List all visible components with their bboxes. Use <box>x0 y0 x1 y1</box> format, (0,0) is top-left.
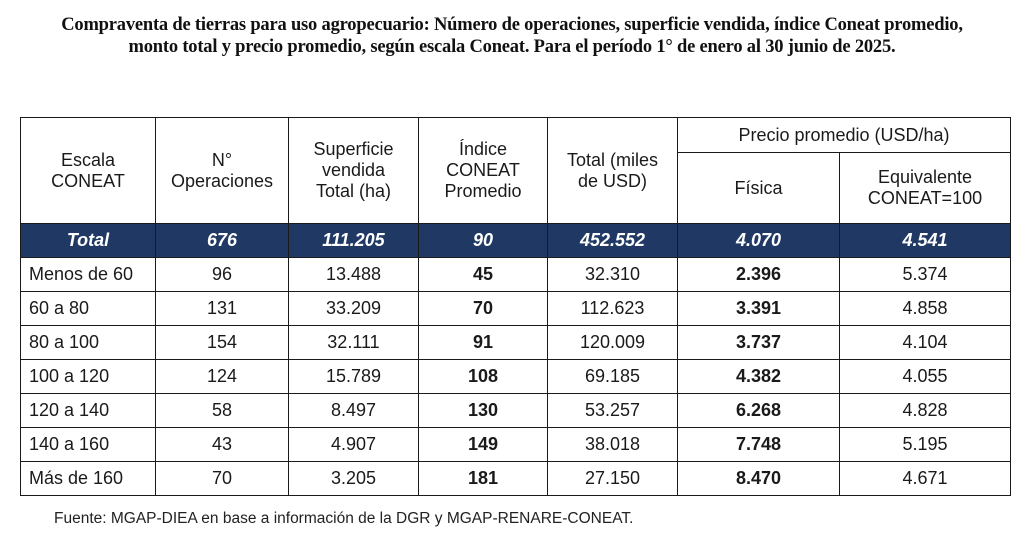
header-indice: Índice CONEAT Promedio <box>418 117 548 224</box>
row-label: 120 a 140 <box>20 393 156 428</box>
header-escala-coneat: Escala CONEAT <box>20 117 156 224</box>
header-line: Total (ha) <box>315 181 392 201</box>
row-label: 100 a 120 <box>20 359 156 394</box>
cell-total-usd: 112.623 <box>547 291 678 326</box>
cell-fisica: 3.737 <box>677 325 840 360</box>
row-label: Menos de 60 <box>20 257 156 292</box>
cell-total-usd: 69.185 <box>547 359 678 394</box>
cell-indice: 91 <box>418 325 548 360</box>
cell-superficie: 8.497 <box>288 393 419 428</box>
cell-fisica: 6.268 <box>677 393 840 428</box>
cell-equivalente: 4.858 <box>839 291 1011 326</box>
cell-indice: 181 <box>418 461 548 496</box>
header-operaciones: N° Operaciones <box>155 117 289 224</box>
cell-total-usd: 27.150 <box>547 461 678 496</box>
total-indice: 90 <box>418 223 548 258</box>
table-row: 60 a 80 131 33.209 70 112.623 3.391 4.858 <box>20 291 1011 326</box>
cell-operaciones: 96 <box>155 257 289 292</box>
table-row: 80 a 100 154 32.111 91 120.009 3.737 4.104 <box>20 325 1011 360</box>
header-line: Promedio <box>444 181 522 201</box>
cell-operaciones: 43 <box>155 427 289 462</box>
cell-indice: 108 <box>418 359 548 394</box>
header-line: Total (miles <box>566 149 659 170</box>
cell-operaciones: 124 <box>155 359 289 394</box>
cell-operaciones: 131 <box>155 291 289 326</box>
cell-equivalente: 5.374 <box>839 257 1011 292</box>
header-total-usd: Total (miles de USD) <box>547 117 678 224</box>
table-row: 140 a 160 43 4.907 149 38.018 7.748 5.195 <box>20 427 1011 462</box>
cell-fisica: 3.391 <box>677 291 840 326</box>
table-row: Menos de 60 96 13.488 45 32.310 2.396 5.374 <box>20 257 1011 292</box>
cell-fisica: 8.470 <box>677 461 840 496</box>
row-label: 60 a 80 <box>20 291 156 326</box>
header-line: CONEAT=100 <box>867 188 983 208</box>
cell-equivalente: 4.828 <box>839 393 1011 428</box>
row-label: Más de 160 <box>20 461 156 496</box>
cell-total-usd: 53.257 <box>547 393 678 428</box>
cell-superficie: 33.209 <box>288 291 419 326</box>
cell-total-usd: 38.018 <box>547 427 678 462</box>
cell-fisica: 2.396 <box>677 257 840 292</box>
header-line: vendida <box>321 160 386 180</box>
header-line: de USD) <box>577 170 648 191</box>
cell-total-usd: 32.310 <box>547 257 678 292</box>
data-table: Escala CONEAT N° Operaciones Superficie … <box>20 117 1011 496</box>
cell-indice: 149 <box>418 427 548 462</box>
cell-operaciones: 58 <box>155 393 289 428</box>
cell-superficie: 32.111 <box>288 325 419 360</box>
cell-equivalente: 4.055 <box>839 359 1011 394</box>
cell-total-usd: 120.009 <box>547 325 678 360</box>
header-fisica: Física <box>677 152 840 224</box>
table-row: 100 a 120 124 15.789 108 69.185 4.382 4.055 <box>20 359 1011 394</box>
cell-indice: 45 <box>418 257 548 292</box>
cell-superficie: 13.488 <box>288 257 419 292</box>
cell-fisica: 4.382 <box>677 359 840 394</box>
cell-superficie: 3.205 <box>288 461 419 496</box>
total-equivalente: 4.541 <box>839 223 1011 258</box>
table-row: 120 a 140 58 8.497 130 53.257 6.268 4.828 <box>20 393 1011 428</box>
row-label: 80 a 100 <box>20 325 156 360</box>
cell-equivalente: 4.671 <box>839 461 1011 496</box>
header-line: N° <box>211 149 233 170</box>
header-line: CONEAT <box>51 170 125 191</box>
header-superficie: Superficie vendida Total (ha) <box>288 117 419 224</box>
header-equivalente: Equivalente CONEAT=100 <box>839 152 1011 224</box>
cell-equivalente: 5.195 <box>839 427 1011 462</box>
header-line: Escala <box>60 149 116 170</box>
row-label: 140 a 160 <box>20 427 156 462</box>
total-operaciones: 676 <box>155 223 289 258</box>
header-line: Operaciones <box>170 170 274 191</box>
cell-indice: 130 <box>418 393 548 428</box>
header-line: Superficie <box>313 139 394 159</box>
cell-superficie: 4.907 <box>288 427 419 462</box>
header-line: Índice <box>458 139 508 159</box>
table-title: Compraventa de tierras para uso agropecu… <box>61 15 963 57</box>
cell-operaciones: 154 <box>155 325 289 360</box>
total-usd: 452.552 <box>547 223 678 258</box>
source-footnote: Fuente: MGAP-DIEA en base a información … <box>54 510 634 527</box>
table-row: Más de 160 70 3.205 181 27.150 8.470 4.671 <box>20 461 1011 496</box>
total-fisica: 4.070 <box>677 223 840 258</box>
header-precio-promedio: Precio promedio (USD/ha) <box>677 117 1011 153</box>
cell-indice: 70 <box>418 291 548 326</box>
total-superficie: 111.205 <box>288 223 419 258</box>
header-line: CONEAT <box>446 160 520 180</box>
cell-superficie: 15.789 <box>288 359 419 394</box>
cell-fisica: 7.748 <box>677 427 840 462</box>
header-line: Equivalente <box>877 167 973 187</box>
total-row: Total 676 111.205 90 452.552 4.070 4.541 <box>20 223 1011 258</box>
cell-operaciones: 70 <box>155 461 289 496</box>
cell-equivalente: 4.104 <box>839 325 1011 360</box>
total-label: Total <box>20 223 156 258</box>
